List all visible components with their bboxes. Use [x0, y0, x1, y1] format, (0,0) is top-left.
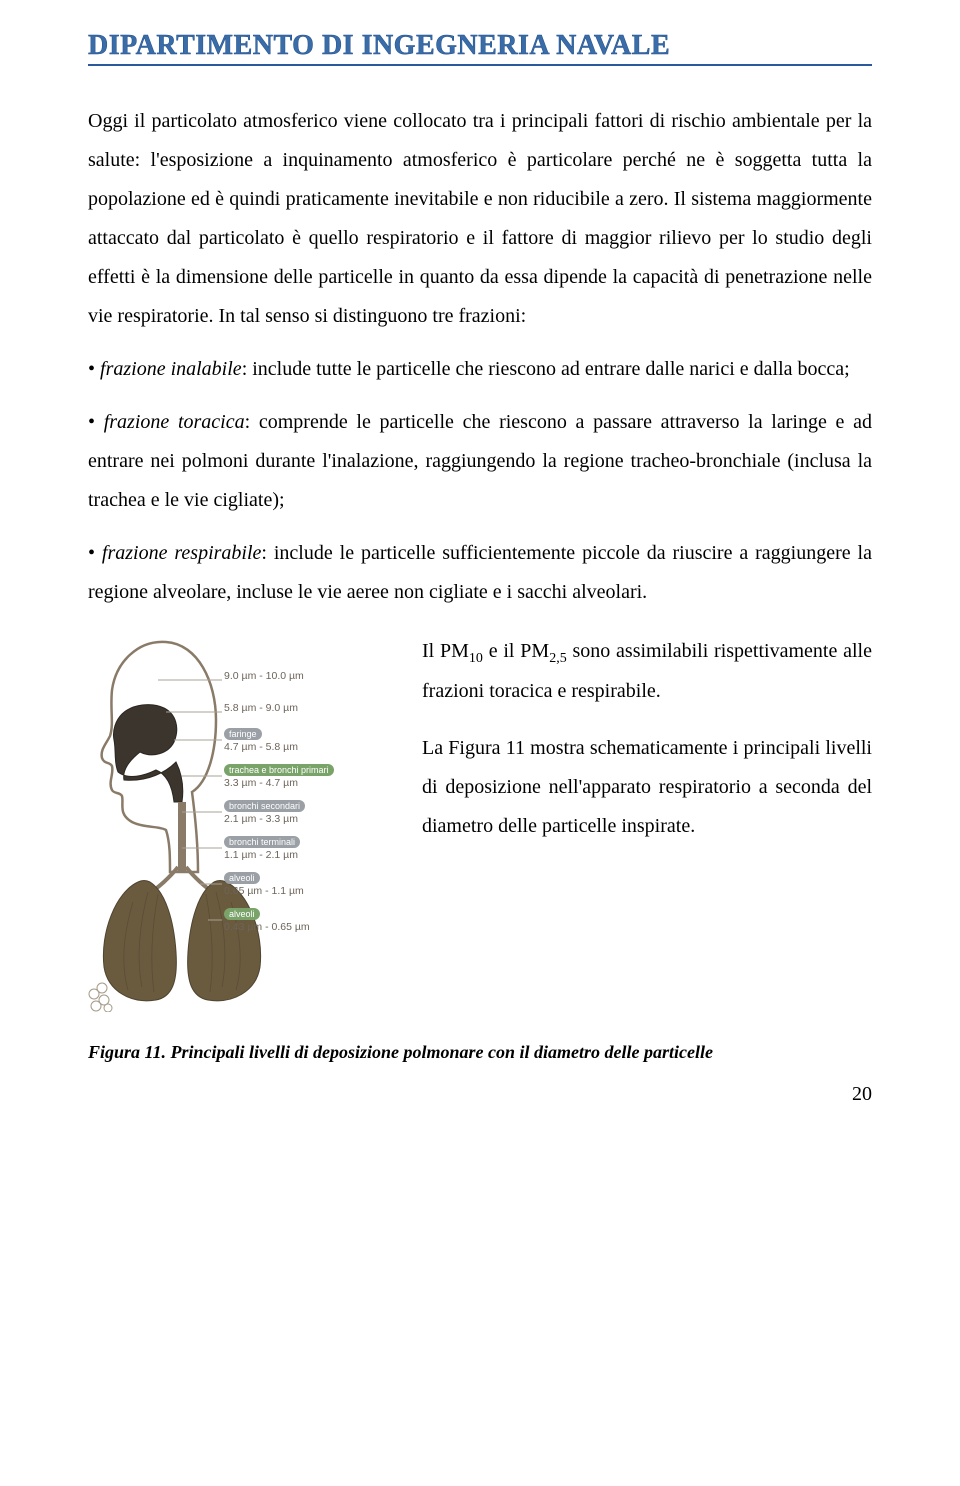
anatomy-label: alveoli0.65 µm - 1.1 µm	[224, 872, 304, 897]
anatomy-label: bronchi secondari2.1 µm - 3.3 µm	[224, 800, 305, 825]
anatomy-label-size: 2.1 µm - 3.3 µm	[224, 813, 298, 825]
anatomy-label: 5.8 µm - 9.0 µm	[224, 702, 298, 714]
bullet-label: frazione inalabile	[100, 358, 242, 380]
side-paragraph-pm: Il PM10 e il PM2,5 sono assimilabili ris…	[422, 632, 872, 711]
anatomy-label-tag: faringe	[224, 728, 262, 740]
anatomy-label-size: 3.3 µm - 4.7 µm	[224, 777, 298, 789]
bullet-toracica: • frazione toracica: comprende le partic…	[88, 403, 872, 520]
department-header: DIPARTIMENTO DI INGEGNERIA NAVALE	[88, 30, 872, 66]
anatomy-label-size: 0.65 µm - 1.1 µm	[224, 885, 304, 897]
anatomy-label-size: 4.7 µm - 5.8 µm	[224, 741, 298, 753]
bullet-label: frazione respirabile	[102, 542, 262, 564]
anatomy-label: alveoli0.43 µm - 0.65 µm	[224, 908, 310, 933]
bullet-text: : include tutte le particelle che riesco…	[242, 358, 850, 380]
anatomy-label: 9.0 µm - 10.0 µm	[224, 670, 304, 682]
side-paragraph-figref: La Figura 11 mostra schematicamente i pr…	[422, 729, 872, 846]
anatomy-label-size: 5.8 µm - 9.0 µm	[224, 702, 298, 714]
figure-row: 9.0 µm - 10.0 µm 5.8 µm - 9.0 µm faringe4.…	[88, 632, 872, 1012]
bullet-inalabile: • frazione inalabile: include tutte le p…	[88, 350, 872, 389]
anatomy-label-tag: trachea e bronchi primari	[224, 764, 334, 776]
intro-paragraph: Oggi il particolato atmosferico viene co…	[88, 102, 872, 336]
anatomy-label-tag: bronchi terminali	[224, 836, 300, 848]
bullet-respirabile: • frazione respirabile: include le parti…	[88, 534, 872, 612]
anatomy-label: bronchi terminali1.1 µm - 2.1 µm	[224, 836, 300, 861]
anatomy-label-tag: bronchi secondari	[224, 800, 305, 812]
figure-side-text: Il PM10 e il PM2,5 sono assimilabili ris…	[422, 632, 872, 864]
anatomy-label-size: 1.1 µm - 2.1 µm	[224, 849, 298, 861]
anatomy-label-size: 9.0 µm - 10.0 µm	[224, 670, 304, 682]
anatomy-label-tag: alveoli	[224, 872, 260, 884]
anatomy-label-size: 0.43 µm - 0.65 µm	[224, 921, 310, 933]
page-number: 20	[88, 1083, 872, 1106]
figure-caption: Figura 11. Principali livelli di deposiz…	[88, 1042, 872, 1063]
anatomy-label: trachea e bronchi primari3.3 µm - 4.7 µm	[224, 764, 334, 789]
anatomy-label-tag: alveoli	[224, 908, 260, 920]
bullet-label: frazione toracica	[104, 411, 245, 433]
anatomy-diagram: 9.0 µm - 10.0 µm 5.8 µm - 9.0 µm faringe4.…	[88, 632, 398, 1012]
anatomy-label: faringe4.7 µm - 5.8 µm	[224, 728, 298, 753]
